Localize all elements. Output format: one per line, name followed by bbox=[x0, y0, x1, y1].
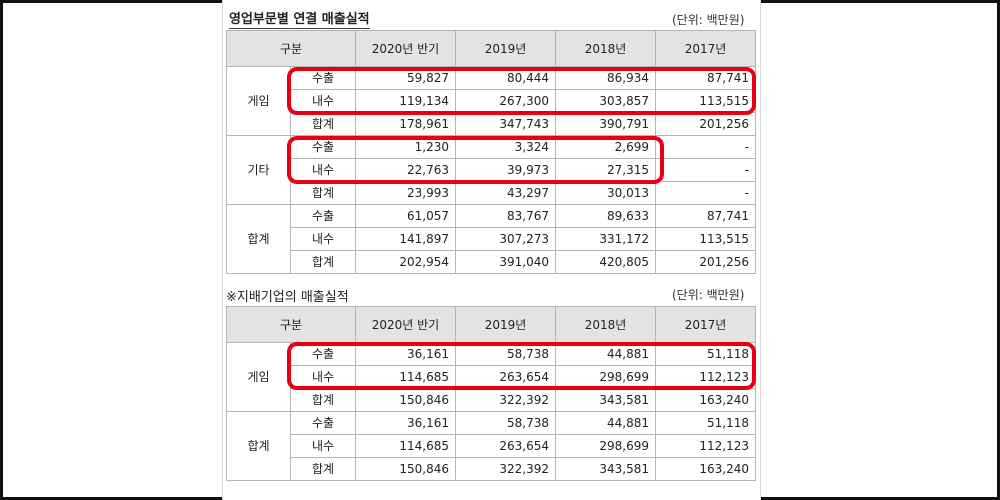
cell: 44,881 bbox=[555, 411, 656, 435]
table-row: 내수 22,763 39,973 27,315 - bbox=[227, 158, 756, 182]
cell: 343,581 bbox=[555, 457, 656, 481]
row-label: 내수 bbox=[290, 227, 356, 251]
col-header-2019: 2019년 bbox=[455, 306, 556, 343]
group-label: 합계 bbox=[226, 204, 291, 274]
row-label: 수출 bbox=[290, 411, 356, 435]
cell: 263,654 bbox=[455, 434, 556, 458]
cell: 178,961 bbox=[355, 112, 456, 136]
cell: 89,633 bbox=[555, 204, 656, 228]
consolidated-sales-table: 구분 2020년 반기 2019년 2018년 2017년 게임 수출 59,8… bbox=[226, 30, 756, 274]
cell: 51,118 bbox=[655, 411, 756, 435]
col-header-2017: 2017년 bbox=[655, 30, 756, 67]
cell: 30,013 bbox=[555, 181, 656, 205]
header-row: 구분 2020년 반기 2019년 2018년 2017년 bbox=[226, 306, 756, 343]
table-row: 내수 119,134 267,300 303,857 113,515 bbox=[227, 89, 756, 113]
cell: 267,300 bbox=[455, 89, 556, 113]
col-header-category: 구분 bbox=[226, 306, 356, 343]
group-label: 게임 bbox=[226, 342, 291, 412]
cell: 390,791 bbox=[555, 112, 656, 136]
col-header-2020h1: 2020년 반기 bbox=[355, 306, 456, 343]
cell: 343,581 bbox=[555, 388, 656, 412]
cell: 87,741 bbox=[655, 204, 756, 228]
col-header-2018: 2018년 bbox=[555, 306, 656, 343]
highlight-box-game-parent bbox=[287, 342, 756, 390]
row-label: 합계 bbox=[290, 181, 356, 205]
cell: 163,240 bbox=[655, 388, 756, 412]
cell: 201,256 bbox=[655, 250, 756, 274]
row-label: 내수 bbox=[290, 434, 356, 458]
cell: 114,685 bbox=[355, 434, 456, 458]
cell: - bbox=[655, 181, 756, 205]
cell: 298,699 bbox=[555, 434, 656, 458]
cell: 112,123 bbox=[655, 365, 756, 389]
group-label: 합계 bbox=[226, 411, 291, 481]
cell: 347,743 bbox=[455, 112, 556, 136]
row-label: 합계 bbox=[290, 457, 356, 481]
section2-unit: (단위: 백만원) bbox=[672, 288, 745, 302]
row-label: 합계 bbox=[290, 388, 356, 412]
cell: 61,057 bbox=[355, 204, 456, 228]
table-row: 합계 수출 36,161 58,738 44,881 51,118 bbox=[226, 411, 756, 481]
cell: 202,954 bbox=[355, 250, 456, 274]
cell: - bbox=[655, 135, 756, 159]
cell: 36,161 bbox=[355, 411, 456, 435]
cell: 83,767 bbox=[455, 204, 556, 228]
table-row: 합계 150,846 322,392 343,581 163,240 bbox=[227, 388, 756, 412]
cell: 322,392 bbox=[455, 457, 556, 481]
row-label: 수출 bbox=[290, 204, 356, 228]
cell: 141,897 bbox=[355, 227, 456, 251]
section1-unit: (단위: 백만원) bbox=[672, 13, 745, 27]
cell: 150,846 bbox=[355, 457, 456, 481]
cell: 113,515 bbox=[655, 89, 756, 113]
cell: 23,993 bbox=[355, 181, 456, 205]
cell: 150,846 bbox=[355, 388, 456, 412]
cell: 39,973 bbox=[455, 158, 556, 182]
section1-title: 영업부문별 연결 매출실적 bbox=[229, 8, 370, 29]
cell: 163,240 bbox=[655, 457, 756, 481]
highlight-box-game-consolidated bbox=[287, 67, 756, 115]
group-label: 기타 bbox=[226, 135, 291, 205]
cell: 307,273 bbox=[455, 227, 556, 251]
table-row: 합계 150,846 322,392 343,581 163,240 bbox=[227, 457, 756, 481]
row-label: 합계 bbox=[290, 250, 356, 274]
cell: 303,857 bbox=[555, 89, 656, 113]
col-header-2019: 2019년 bbox=[455, 30, 556, 67]
table-row: 합계 수출 61,057 83,767 89,633 87,741 bbox=[226, 204, 756, 274]
group-label: 게임 bbox=[226, 66, 291, 136]
cell: 119,134 bbox=[355, 89, 456, 113]
table-row: 내수 141,897 307,273 331,172 113,515 bbox=[227, 227, 756, 251]
cell: 420,805 bbox=[555, 250, 656, 274]
table-row: 합계 23,993 43,297 30,013 - bbox=[227, 181, 756, 205]
cell: 201,256 bbox=[655, 112, 756, 136]
col-header-2017: 2017년 bbox=[655, 306, 756, 343]
parent-company-sales-table: 구분 2020년 반기 2019년 2018년 2017년 게임 수출 36,1… bbox=[226, 306, 756, 481]
col-header-category: 구분 bbox=[226, 30, 356, 67]
cell: 58,738 bbox=[455, 411, 556, 435]
table-row: 내수 114,685 263,654 298,699 112,123 bbox=[227, 434, 756, 458]
row-label: 합계 bbox=[290, 112, 356, 136]
col-header-2018: 2018년 bbox=[555, 30, 656, 67]
cell: 112,123 bbox=[655, 434, 756, 458]
cell: 114,685 bbox=[355, 365, 456, 389]
cell: - bbox=[655, 158, 756, 182]
cell: 113,515 bbox=[655, 227, 756, 251]
table-row: 합계 178,961 347,743 390,791 201,256 bbox=[227, 112, 756, 136]
cell: 43,297 bbox=[455, 181, 556, 205]
header-row: 구분 2020년 반기 2019년 2018년 2017년 bbox=[226, 30, 756, 67]
section2-title: ※지배기업의 매출실적 bbox=[226, 290, 349, 305]
cell: 391,040 bbox=[455, 250, 556, 274]
cell: 331,172 bbox=[555, 227, 656, 251]
cell: 322,392 bbox=[455, 388, 556, 412]
highlight-box-other-consolidated bbox=[287, 136, 664, 184]
table-row: 합계 202,954 391,040 420,805 201,256 bbox=[227, 250, 756, 274]
col-header-2020h1: 2020년 반기 bbox=[355, 30, 456, 67]
